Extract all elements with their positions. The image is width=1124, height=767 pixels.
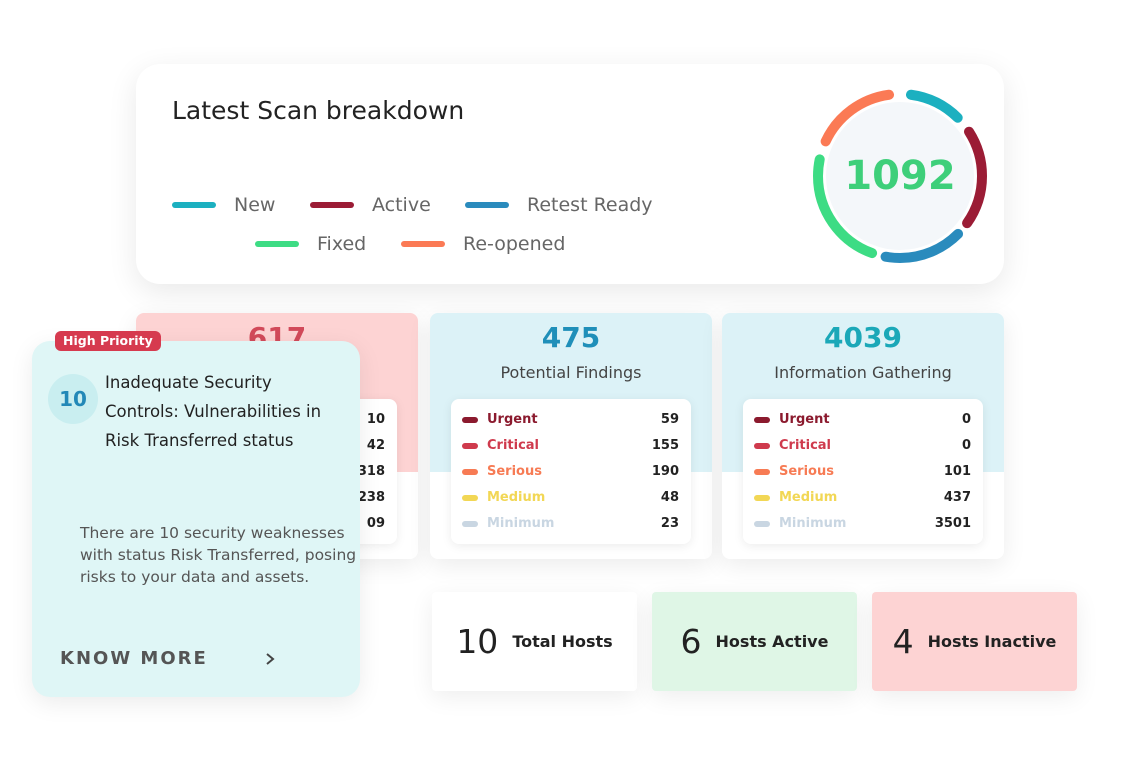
severity-value: 10 xyxy=(366,412,385,427)
severity-value: 42 xyxy=(366,438,385,453)
host-count: 6 xyxy=(680,622,702,661)
stat-value: 4039 xyxy=(824,321,902,354)
legend-item: Retest Ready xyxy=(465,194,653,216)
priority-count: 10 xyxy=(48,374,98,424)
host-label: Hosts Inactive xyxy=(927,632,1057,651)
severity-dash xyxy=(462,443,478,449)
stat-card: 4039 Information Gathering Urgent 0 Critical… xyxy=(722,313,1004,559)
severity-value: 48 xyxy=(660,490,679,505)
severity-row: Serious 190 xyxy=(451,459,691,485)
severity-label: Serious xyxy=(487,464,542,479)
host-tile: 6 Hosts Active xyxy=(652,592,857,691)
severity-value: 155 xyxy=(651,438,679,453)
severity-value: 3501 xyxy=(934,516,971,531)
severity-row: Medium 48 xyxy=(451,485,691,511)
donut-center xyxy=(826,102,974,250)
severity-label: Urgent xyxy=(779,412,830,427)
severity-value: 437 xyxy=(943,490,971,505)
legend-swatch xyxy=(401,241,445,247)
legend-swatch xyxy=(172,202,216,208)
legend-item: Active xyxy=(310,194,431,216)
severity-row: Serious 101 xyxy=(743,459,983,485)
severity-value: 318 xyxy=(357,464,385,479)
severity-row: Urgent 0 xyxy=(743,407,983,433)
priority-description: There are 10 security weaknesses with st… xyxy=(80,524,357,586)
severity-label: Medium xyxy=(779,490,838,505)
severity-value: 190 xyxy=(651,464,679,479)
severity-row: Medium 437 xyxy=(743,485,983,511)
donut-segment xyxy=(813,89,987,263)
severity-row: 238 xyxy=(157,485,397,511)
know-more-link[interactable]: KNOW MORE xyxy=(60,648,208,669)
scan-title: Latest Scan breakdown xyxy=(172,96,465,125)
legend-swatch xyxy=(255,241,299,247)
severity-dash xyxy=(754,417,770,423)
donut-segment xyxy=(813,89,987,263)
legend-item: Fixed xyxy=(255,233,366,255)
severity-dash xyxy=(462,417,478,423)
priority-card: There are 10 security weaknesses with st… xyxy=(32,341,360,697)
priority-badge: High Priority xyxy=(55,331,161,351)
legend-label: Re-opened xyxy=(463,233,566,255)
severity-value: 23 xyxy=(660,516,679,531)
severity-list: Urgent 59 Critical 155 Serious 190 Medium 48 Min… xyxy=(451,399,691,544)
severity-row: Urgent 59 xyxy=(451,407,691,433)
severity-label: Medium xyxy=(487,490,546,505)
stat-card: 475 Potential Findings Urgent 59 Critical 155… xyxy=(430,313,712,559)
severity-dash xyxy=(462,521,478,527)
donut: 1092 xyxy=(813,89,987,263)
host-tile: 10 Total Hosts xyxy=(432,592,637,691)
legend-label: New xyxy=(234,194,276,216)
severity-label: Serious xyxy=(779,464,834,479)
severity-value: 101 xyxy=(943,464,971,479)
severity-dash xyxy=(754,495,770,501)
severity-label: Critical xyxy=(779,438,832,453)
scan-total: 1092 xyxy=(844,153,955,199)
host-tile: 4 Hosts Inactive xyxy=(872,592,1077,691)
severity-row: 10 xyxy=(157,407,397,433)
severity-label: Critical xyxy=(487,438,540,453)
severity-value: 09 xyxy=(366,516,385,531)
severity-value: 0 xyxy=(961,438,971,453)
stat-label: Potential Findings xyxy=(500,363,642,382)
severity-label: Urgent xyxy=(487,412,538,427)
severity-row: Critical 0 xyxy=(743,433,983,459)
stat-value: 475 xyxy=(541,321,601,354)
legend-swatch xyxy=(465,202,509,208)
host-count: 10 xyxy=(456,622,499,661)
legend-label: Retest Ready xyxy=(527,194,653,216)
legend-swatch xyxy=(310,202,354,208)
severity-row: 09 xyxy=(157,511,397,537)
severity-row: Critical 155 xyxy=(451,433,691,459)
severity-row: Minimum 23 xyxy=(451,511,691,537)
stat-label: Information Gathering xyxy=(774,363,952,382)
priority-title: Inadequate Security Controls: Vulnerabil… xyxy=(105,373,322,450)
severity-label: Minimum xyxy=(779,516,847,531)
severity-dash xyxy=(754,443,770,449)
chevron-icon[interactable] xyxy=(262,651,278,667)
severity-row: 42 xyxy=(157,433,397,459)
host-label: Hosts Active xyxy=(715,632,829,651)
severity-label: Minimum xyxy=(487,516,555,531)
severity-dash xyxy=(462,469,478,475)
severity-dash xyxy=(754,521,770,527)
legend-label: Active xyxy=(372,194,431,216)
host-label: Total Hosts xyxy=(512,632,613,651)
severity-value: 0 xyxy=(961,412,971,427)
donut-segment xyxy=(813,89,987,263)
severity-value: 59 xyxy=(660,412,679,427)
severity-row: Minimum 3501 xyxy=(743,511,983,537)
legend-label: Fixed xyxy=(317,233,367,255)
severity-value: 238 xyxy=(357,490,385,505)
severity-list: Urgent 0 Critical 0 Serious 101 Medium 437 Minim… xyxy=(743,399,983,544)
severity-dash xyxy=(462,495,478,501)
severity-dash xyxy=(754,469,770,475)
host-count: 4 xyxy=(892,622,914,661)
legend-item: New xyxy=(172,194,275,216)
severity-row: 318 xyxy=(157,459,397,485)
legend-item: Re-opened xyxy=(401,233,565,255)
